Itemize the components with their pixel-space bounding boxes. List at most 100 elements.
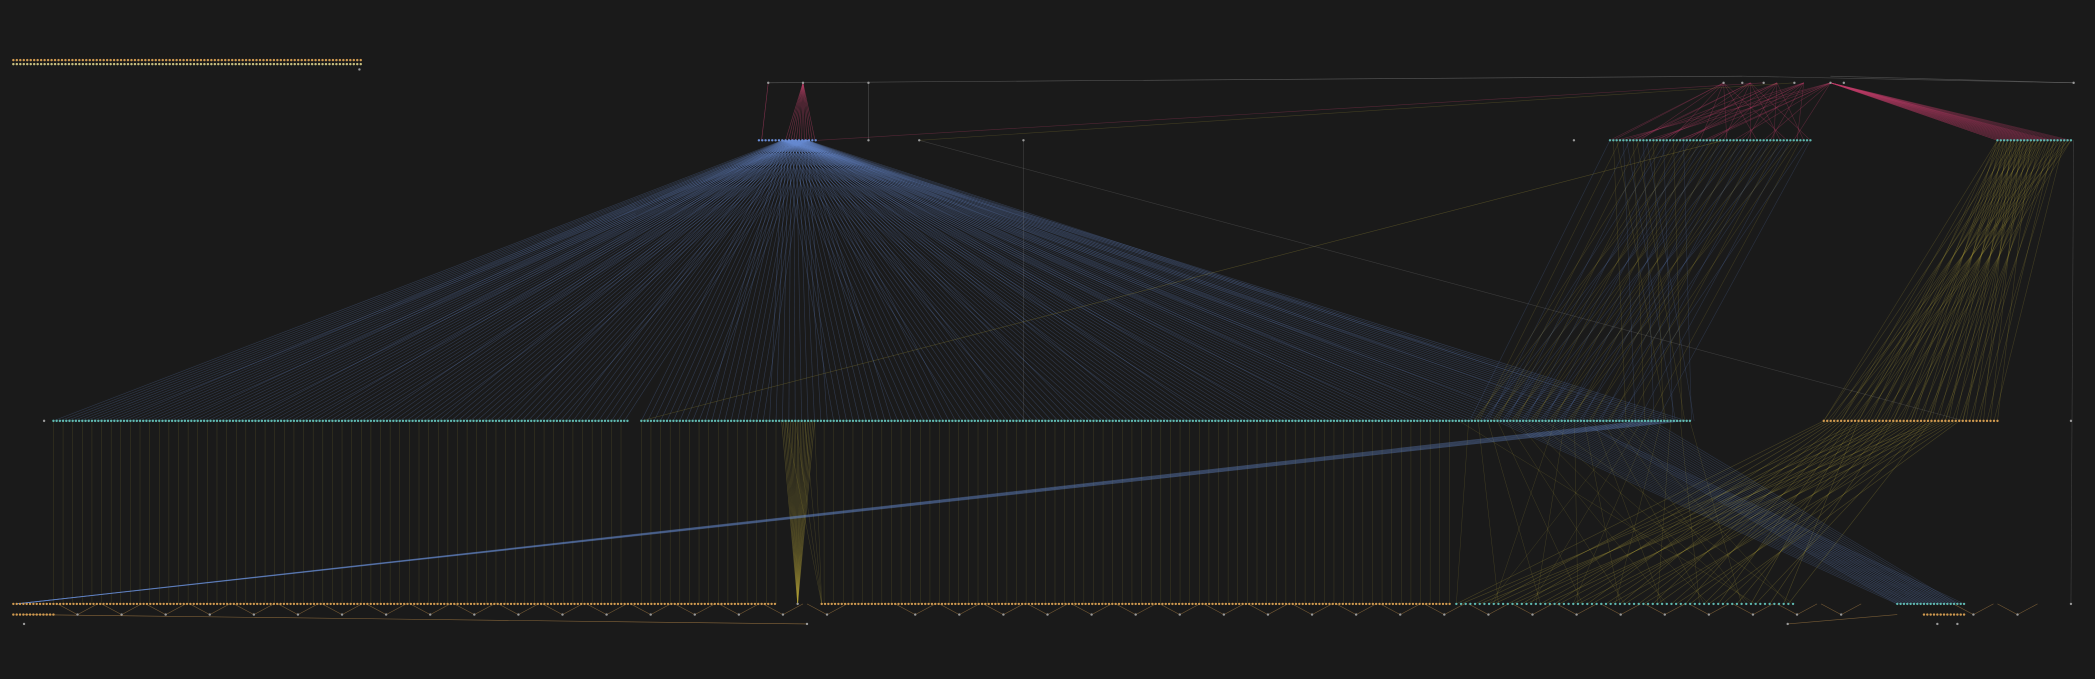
edge <box>200 140 792 422</box>
node <box>701 419 704 423</box>
edge <box>797 420 812 604</box>
edge <box>1560 140 1748 422</box>
edge <box>793 140 1245 422</box>
node <box>1377 419 1381 423</box>
node <box>1374 419 1377 423</box>
edge <box>1572 420 1961 605</box>
node <box>1101 602 1104 606</box>
node <box>218 419 222 423</box>
edge <box>1548 140 1774 422</box>
node <box>561 613 564 616</box>
node <box>697 419 701 423</box>
node <box>1455 602 1458 606</box>
node <box>845 419 848 423</box>
edge <box>1958 140 2058 421</box>
node <box>88 58 91 62</box>
node <box>848 419 851 423</box>
edge <box>1722 420 1925 605</box>
node <box>1345 419 1348 423</box>
node <box>102 58 105 62</box>
edge <box>796 140 1636 422</box>
edge <box>1600 420 1915 605</box>
edge <box>1652 420 1958 605</box>
edge <box>782 140 1091 422</box>
node <box>857 602 860 606</box>
edge <box>284 140 800 422</box>
node <box>1222 613 1226 616</box>
edge <box>1516 140 1661 422</box>
edge <box>1476 140 1658 422</box>
node <box>203 62 206 66</box>
node <box>1572 139 1576 142</box>
edge <box>796 140 802 421</box>
edge <box>1521 420 1831 605</box>
node <box>1144 602 1147 606</box>
edge <box>790 140 1110 422</box>
node <box>1614 419 1618 423</box>
node <box>493 602 496 606</box>
edge <box>143 140 794 422</box>
node <box>220 58 223 62</box>
edge <box>790 82 804 141</box>
node <box>1663 419 1666 423</box>
node <box>206 58 210 62</box>
node <box>1909 419 1912 423</box>
edge <box>1646 140 1695 421</box>
node <box>987 602 990 606</box>
node <box>970 602 974 606</box>
node <box>126 62 130 66</box>
edge <box>1910 140 2015 421</box>
node <box>326 602 329 606</box>
node <box>1725 139 1729 142</box>
node <box>1946 613 1949 616</box>
edge <box>1858 140 2022 422</box>
edge <box>793 140 1630 422</box>
node <box>2002 139 2006 142</box>
edge <box>801 140 944 422</box>
node <box>1024 602 1027 606</box>
node <box>252 602 256 606</box>
node <box>113 419 116 423</box>
node <box>626 419 629 423</box>
node <box>2049 139 2053 142</box>
node <box>686 602 690 606</box>
node <box>138 419 142 423</box>
node <box>605 613 608 616</box>
edge <box>1830 82 2051 141</box>
node <box>324 58 328 62</box>
edge <box>1587 420 1838 605</box>
edge <box>1553 140 1701 422</box>
node <box>606 419 610 423</box>
node <box>1892 419 1895 423</box>
edge <box>1567 140 1794 422</box>
node <box>1294 602 1298 606</box>
edge <box>1644 603 1665 615</box>
node <box>199 602 202 606</box>
node <box>303 58 307 62</box>
node <box>1652 139 1655 142</box>
node <box>147 62 151 66</box>
edge <box>1955 140 2015 421</box>
edge <box>1830 82 2031 141</box>
node <box>1228 602 1231 606</box>
node <box>963 419 967 423</box>
node <box>1511 602 1514 606</box>
node <box>12 613 15 616</box>
node <box>1161 602 1164 606</box>
node <box>1867 419 1871 423</box>
node <box>33 62 36 66</box>
node <box>636 602 640 606</box>
edge <box>1633 140 1646 421</box>
node <box>1630 419 1634 423</box>
node <box>251 58 255 62</box>
edge <box>804 140 1335 422</box>
node <box>102 602 105 606</box>
node <box>148 419 151 423</box>
edge <box>793 140 988 422</box>
node <box>1971 419 1975 423</box>
edge <box>1478 140 1621 422</box>
node <box>1406 419 1409 423</box>
node <box>1939 602 1942 606</box>
node <box>1655 139 1658 142</box>
edge <box>1469 140 1611 422</box>
